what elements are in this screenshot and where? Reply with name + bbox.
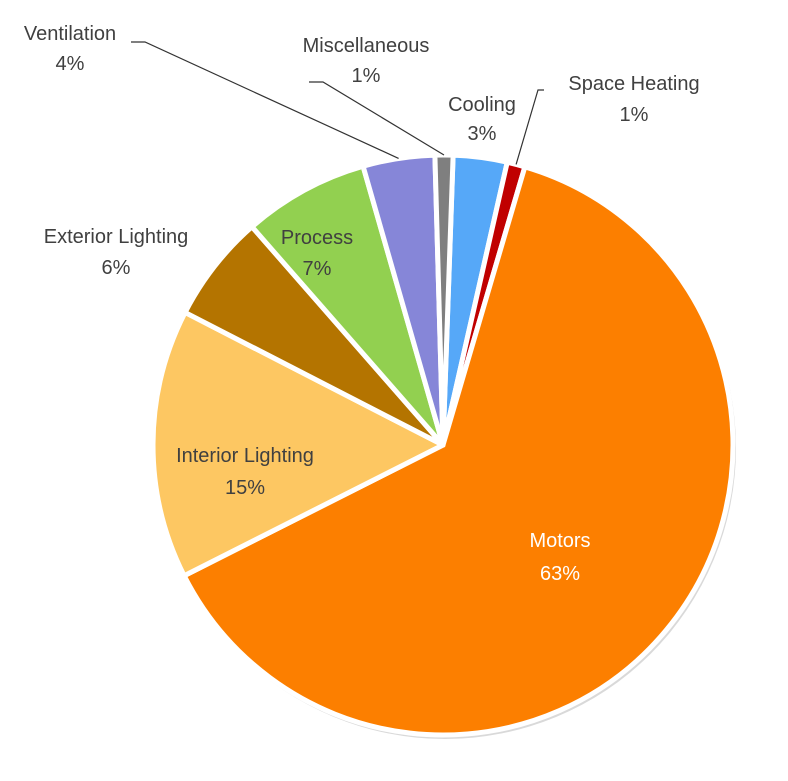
slice-label-value: 1%	[352, 65, 381, 87]
slice-label-value: 7%	[303, 258, 332, 280]
slice-label-name: Ventilation	[24, 23, 116, 45]
slice-label-value: 15%	[225, 477, 265, 499]
leader-lines	[131, 41, 544, 165]
pie-slice-motors	[181, 164, 736, 738]
slice-label-name: Interior Lighting	[176, 445, 314, 467]
leader-line-miscellaneous	[309, 81, 445, 156]
slice-labels: Cooling 3% Space Heating 1% Motors 63% I…	[24, 23, 700, 585]
slice-label-name: Space Heating	[568, 73, 699, 95]
slice-label-name: Process	[281, 227, 353, 249]
slice-label-name: Motors	[529, 530, 590, 552]
slice-label-value: 3%	[468, 123, 497, 145]
slice-label-value: 6%	[102, 257, 131, 279]
slice-label-value: 63%	[540, 563, 580, 585]
slice-label-name: Miscellaneous	[303, 35, 430, 57]
pie-slices	[150, 152, 736, 738]
pie-slice-miscellaneous	[432, 152, 456, 448]
pie-slice-interior-lighting	[150, 309, 446, 579]
leader-line-space-heating	[515, 89, 544, 165]
slice-label-value: 1%	[620, 104, 649, 126]
leader-line-ventilation	[131, 41, 399, 159]
slice-label-value: 4%	[56, 53, 85, 75]
slice-label-name: Exterior Lighting	[44, 226, 189, 248]
slice-label-name: Cooling	[448, 94, 516, 116]
